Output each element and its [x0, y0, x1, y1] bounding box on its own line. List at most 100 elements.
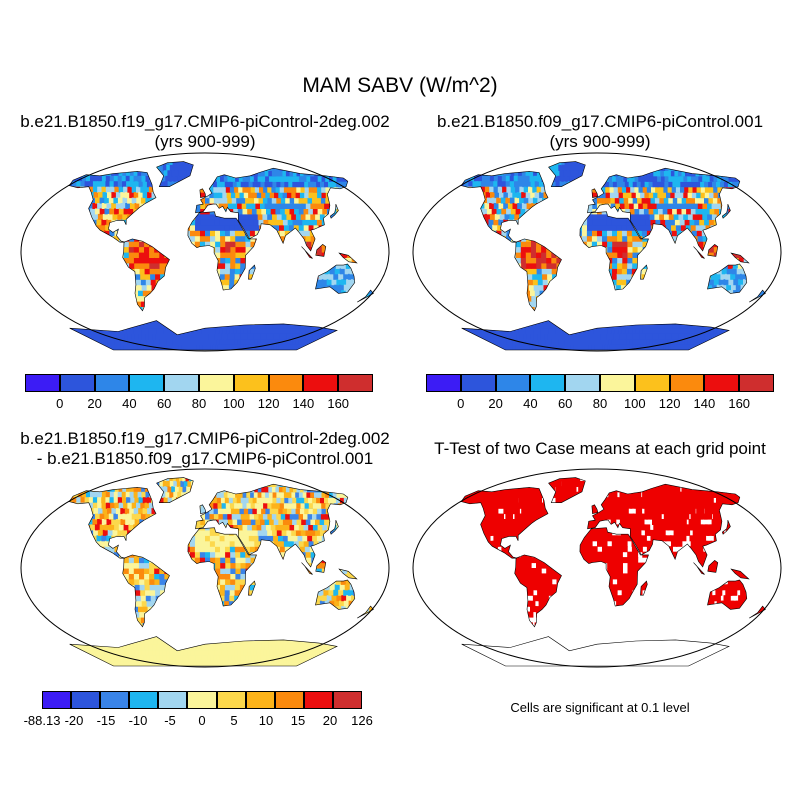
grid-cell — [603, 333, 609, 340]
grid-cell — [229, 224, 236, 231]
grid-cell — [494, 192, 503, 199]
grid-cell — [581, 235, 588, 242]
grid-cell — [597, 339, 601, 346]
grid-cell — [630, 213, 637, 220]
grid-cell — [213, 197, 220, 204]
coastline-madagascar — [248, 264, 256, 280]
grid-cell — [210, 344, 215, 350]
grid-cell — [200, 219, 206, 226]
grid-cell — [292, 203, 300, 209]
grid-cell — [122, 197, 130, 204]
grid-cell — [342, 252, 348, 258]
grid-cell — [619, 197, 626, 204]
grid-cell — [129, 203, 137, 209]
grid-cell — [78, 164, 92, 171]
grid-cell — [699, 219, 707, 226]
grid-cell — [308, 164, 322, 171]
grid-cell — [154, 268, 161, 275]
grid-cell — [515, 208, 523, 215]
grid-cell — [364, 290, 374, 297]
grid-cell — [298, 224, 306, 231]
grid-cell — [489, 203, 497, 209]
grid-cell — [608, 181, 615, 188]
grid-cell — [693, 203, 701, 209]
grid-cell — [104, 161, 118, 166]
grid-cell — [289, 208, 297, 215]
grid-cell — [496, 208, 504, 215]
grid-cell — [667, 186, 676, 193]
grid-cell — [601, 186, 607, 193]
grid-cell — [174, 170, 181, 177]
grid-cell — [299, 192, 309, 199]
grid-cell — [295, 213, 303, 220]
grid-cell — [118, 208, 126, 215]
coastline-newguinea — [338, 252, 358, 264]
grid-cell — [616, 181, 623, 188]
grid-cell — [507, 203, 516, 209]
grid-cell — [252, 213, 260, 220]
grid-cell — [677, 197, 685, 204]
grid-cell — [190, 333, 196, 340]
grid-cell — [139, 241, 145, 248]
grid-cell — [128, 241, 135, 248]
grid-cell — [135, 273, 142, 280]
grid-cell — [559, 328, 566, 335]
grid-cell — [622, 257, 629, 264]
grid-cell — [282, 192, 291, 199]
grid-cell — [665, 219, 672, 226]
coastline-australia — [315, 263, 356, 294]
grid-cell — [649, 175, 658, 182]
grid-cell — [179, 161, 186, 166]
grid-cell — [247, 208, 254, 215]
grid-cell — [89, 192, 98, 199]
grid-cell — [485, 192, 495, 199]
grid-cell — [134, 181, 143, 188]
grid-cell — [274, 192, 282, 199]
grid-cell — [558, 333, 566, 340]
grid-cell — [632, 262, 639, 269]
grid-cell — [593, 339, 598, 346]
grid-cell — [140, 273, 147, 280]
grid-cell — [316, 279, 324, 286]
grid-cell — [575, 164, 582, 171]
grid-cell — [230, 257, 237, 264]
grid-cell — [551, 262, 558, 269]
grid-cell — [50, 312, 61, 318]
grid-cell — [333, 273, 341, 280]
grid-cell — [637, 246, 644, 253]
grid-cell — [653, 208, 660, 215]
grid-cell — [680, 186, 689, 193]
grid-cell — [213, 192, 219, 199]
grid-cell — [229, 230, 236, 237]
grid-cell — [617, 246, 623, 253]
grid-cell — [278, 219, 285, 226]
grid-cell — [227, 203, 234, 209]
grid-cell — [286, 154, 302, 160]
grid-cell — [627, 252, 634, 258]
grid-cell — [675, 224, 683, 231]
grid-cell — [180, 333, 187, 340]
grid-cell — [294, 154, 311, 160]
grid-cell — [623, 333, 630, 340]
grid-cell — [220, 268, 226, 275]
grid-cell — [634, 322, 642, 329]
grid-cell — [660, 181, 669, 188]
grid-cell — [109, 230, 116, 237]
grid-cell — [252, 181, 260, 188]
coastline-greenland — [156, 161, 194, 187]
grid-cell — [90, 197, 99, 204]
grid-cell — [518, 154, 532, 160]
grid-cell — [546, 268, 553, 275]
grid-cell — [159, 181, 166, 188]
grid-cell — [523, 197, 531, 204]
grid-cell — [106, 203, 114, 209]
grid-cell — [541, 268, 548, 275]
grid-cell — [608, 339, 614, 346]
grid-cell — [200, 208, 206, 215]
grid-cell — [269, 203, 276, 209]
grid-cell — [123, 246, 130, 253]
grid-cell — [673, 213, 681, 220]
grid-cell — [488, 219, 496, 226]
grid-cell — [498, 219, 506, 226]
grid-cell — [264, 181, 272, 188]
